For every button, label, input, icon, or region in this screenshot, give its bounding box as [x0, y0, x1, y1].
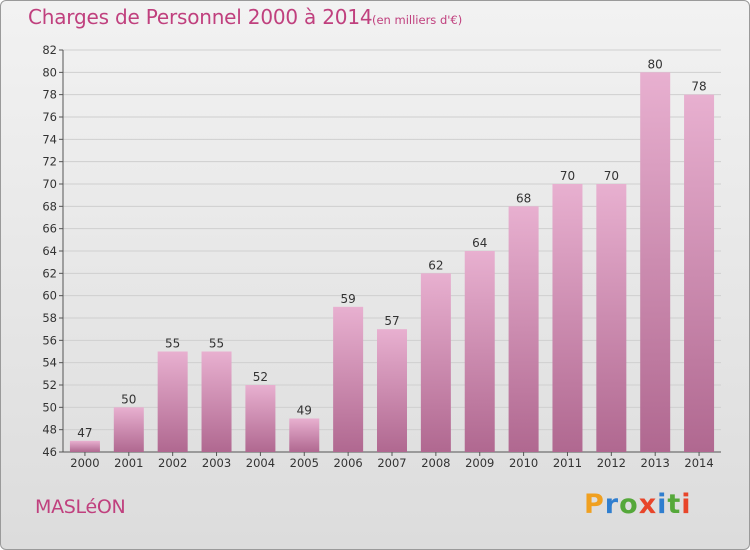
- x-tick-label-2014: 2014: [684, 456, 713, 470]
- y-axis-tick-labels: 46 48 50 52 54 56 58 60 62 64 66 68 70 72 74 76 78 80 82: [42, 43, 57, 459]
- x-tick-label-2010: 2010: [509, 456, 538, 470]
- y-tick-label: 64: [42, 244, 57, 258]
- data-label-2014: 78: [691, 80, 706, 94]
- logo-letter: o: [619, 489, 639, 520]
- logo-letter: P: [584, 489, 605, 520]
- y-tick-label: 58: [42, 311, 57, 325]
- y-tick-label: 80: [42, 65, 57, 79]
- y-tick-label: 46: [42, 445, 57, 459]
- x-tick-label-2002: 2002: [158, 456, 187, 470]
- bar-2001: [113, 407, 144, 452]
- y-tick-label: 72: [42, 155, 57, 169]
- y-tick-label: 78: [42, 88, 57, 102]
- y-tick-label: 50: [42, 400, 57, 414]
- y-tick-label: 52: [42, 378, 57, 392]
- x-tick-label-2012: 2012: [597, 456, 626, 470]
- x-tick-label-2009: 2009: [465, 456, 494, 470]
- x-tick-label-2013: 2013: [641, 456, 670, 470]
- x-tick-label-2005: 2005: [290, 456, 319, 470]
- data-label-2004: 52: [253, 370, 268, 384]
- x-tick-label-2003: 2003: [202, 456, 231, 470]
- proxiti-logo[interactable]: Proxiti: [584, 489, 692, 520]
- bar-2010: [508, 206, 539, 452]
- bar-2013: [640, 72, 671, 452]
- logo-letter: t: [667, 489, 682, 520]
- commune-name: MASLéON: [35, 496, 126, 518]
- data-labels: 47 50 55 55 52 49 59 57 62 64 68 70 70 80 78: [77, 57, 706, 440]
- y-tick-label: 54: [42, 356, 57, 370]
- logo-letter: r: [604, 489, 620, 520]
- bar-2006: [333, 306, 364, 452]
- bar-2007: [377, 329, 407, 452]
- logo-letter: i: [657, 489, 668, 520]
- data-label-2003: 55: [209, 337, 224, 351]
- bar-2004: [245, 385, 276, 452]
- x-tick-label-2007: 2007: [377, 456, 406, 470]
- data-label-2010: 68: [516, 191, 531, 205]
- chart-title: Charges de Personnel 2000 à 2014: [28, 5, 373, 29]
- y-tick-label: 56: [42, 333, 57, 347]
- y-tick-label: 62: [42, 266, 57, 280]
- bar-2005: [289, 418, 320, 452]
- data-label-2007: 57: [384, 314, 399, 328]
- y-tick-label: 74: [42, 132, 57, 146]
- bar-2011: [552, 184, 583, 452]
- y-tick-label: 76: [42, 110, 57, 124]
- bar-2003: [201, 351, 232, 452]
- data-label-2005: 49: [297, 404, 312, 418]
- bar-2000: [69, 440, 100, 452]
- data-label-2012: 70: [604, 169, 619, 183]
- y-tick-label: 82: [42, 43, 57, 57]
- data-label-2009: 64: [472, 236, 487, 250]
- bar-2002: [157, 351, 188, 452]
- x-tick-label-2011: 2011: [553, 456, 582, 470]
- y-tick-label: 66: [42, 222, 57, 236]
- x-tick-label-2006: 2006: [333, 456, 362, 470]
- chart-subtitle: (en milliers d'€): [372, 13, 463, 27]
- logo-letter: i: [681, 489, 692, 520]
- x-tick-label-2008: 2008: [421, 456, 450, 470]
- data-label-2001: 50: [121, 392, 136, 406]
- y-tick-label: 68: [42, 199, 57, 213]
- bar-2008: [420, 273, 451, 452]
- bars: [69, 72, 715, 453]
- data-label-2008: 62: [428, 258, 443, 272]
- bar-2009: [464, 251, 495, 452]
- data-label-2002: 55: [165, 337, 180, 351]
- bar-2014: [684, 94, 715, 453]
- x-tick-label-2000: 2000: [70, 456, 99, 470]
- x-tick-label-2001: 2001: [114, 456, 143, 470]
- x-tick-label-2004: 2004: [246, 456, 275, 470]
- x-axis-tick-labels: 2000 2001 2002 2003 2004 2005 2006 2007 2008 2009…: [70, 456, 713, 470]
- y-tick-label: 70: [42, 177, 57, 191]
- y-tick-label: 60: [42, 289, 57, 303]
- data-label-2000: 47: [77, 426, 92, 440]
- data-label-2006: 59: [340, 292, 355, 306]
- data-label-2013: 80: [648, 57, 663, 71]
- logo-letter: x: [638, 489, 658, 520]
- bar-2012: [596, 184, 627, 452]
- y-tick-label: 48: [42, 423, 57, 437]
- data-label-2011: 70: [560, 169, 575, 183]
